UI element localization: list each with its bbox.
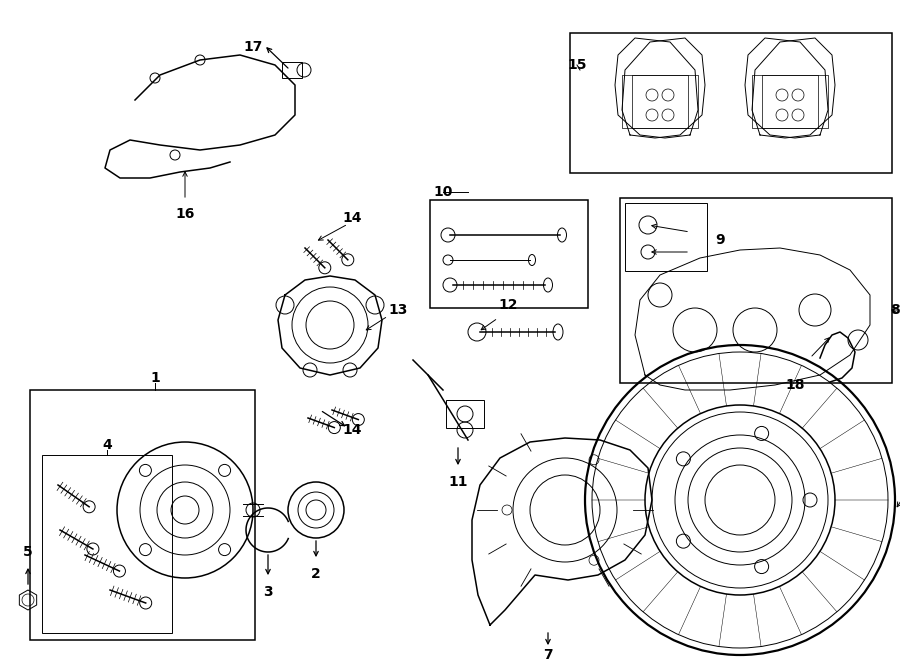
Text: 14: 14 [342, 211, 362, 225]
Bar [30, 390, 255, 640]
Bar [282, 62, 302, 78]
Bar [625, 203, 707, 271]
Text: 14: 14 [342, 423, 362, 437]
Text: 7: 7 [544, 648, 553, 662]
Bar [42, 455, 172, 633]
Text: 18: 18 [785, 378, 805, 392]
Text: 5: 5 [23, 545, 33, 559]
Bar [430, 200, 588, 308]
Text: 12: 12 [499, 298, 517, 312]
Bar [570, 33, 892, 173]
Text: 11: 11 [448, 475, 468, 489]
Text: 17: 17 [243, 40, 263, 54]
Text: 16: 16 [176, 207, 194, 221]
Bar [446, 400, 484, 428]
Text: 10: 10 [433, 185, 453, 199]
Text: 8: 8 [890, 303, 900, 317]
Text: 2: 2 [311, 567, 321, 581]
Text: 1: 1 [150, 371, 160, 385]
Text: 13: 13 [388, 303, 408, 317]
Bar [620, 198, 892, 383]
Text: 15: 15 [567, 58, 587, 72]
Text: 3: 3 [263, 585, 273, 599]
Text: 9: 9 [716, 233, 724, 247]
Text: 4: 4 [102, 438, 112, 452]
